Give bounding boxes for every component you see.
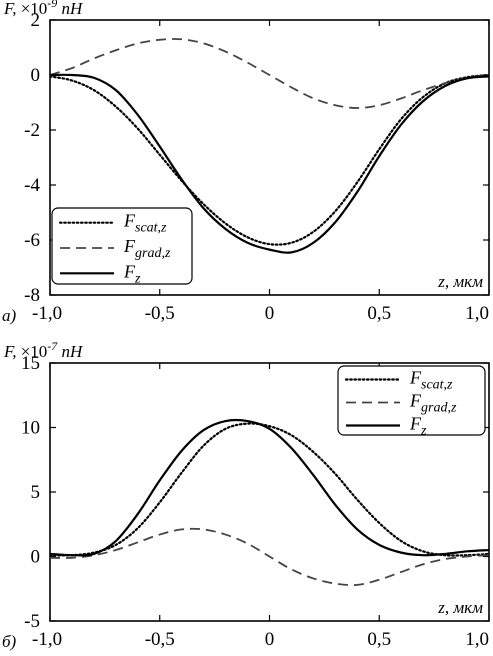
y-axis-label-unit: nH: [57, 342, 84, 361]
x-tick-label: -0,5: [145, 629, 175, 650]
legend-label-main: F: [123, 236, 136, 256]
y-axis-label-prefix: F,: [3, 0, 21, 18]
panel-label: a): [2, 306, 17, 325]
legend-label: Fscat,z: [123, 211, 167, 236]
legend-label-sub: z: [420, 424, 427, 439]
x-tick-label: -1,0: [32, 629, 62, 650]
legend-label: Fgrad,z: [409, 391, 457, 416]
legend-label-main: F: [123, 211, 136, 231]
y-axis-label-exponent: -9: [47, 0, 57, 10]
y-tick-label: 15: [21, 353, 40, 374]
legend-box: [337, 365, 486, 436]
y-axis-label-scale: ×10: [21, 342, 48, 361]
legend-label: Fz: [123, 261, 141, 286]
legend-label-sub: z: [134, 271, 141, 286]
y-tick-label: 0: [31, 65, 41, 86]
legend-label-main: F: [123, 261, 136, 281]
y-tick-label: -2: [24, 120, 40, 141]
legend-label: Fz: [409, 414, 427, 439]
y-tick-label: -6: [24, 230, 40, 251]
panel-label: б): [2, 632, 17, 651]
legend-label: Fscat,z: [409, 368, 453, 393]
y-axis-label-prefix: F,: [3, 342, 21, 361]
y-axis-label-unit: nH: [57, 0, 84, 18]
series-line-grad-z: [50, 38, 489, 109]
legend-label: Fgrad,z: [123, 236, 171, 261]
legend-label-sub: grad,z: [421, 401, 457, 416]
x-tick-label: 1,0: [465, 629, 489, 650]
y-axis-label-scale: ×10: [21, 0, 48, 18]
y-tick-label: 0: [31, 547, 41, 568]
legend-label-main: F: [409, 391, 422, 411]
y-axis-label: F, ×10-9 nH: [3, 0, 84, 18]
legend-label-main: F: [409, 368, 422, 388]
x-tick-label: 0: [265, 303, 275, 324]
y-axis-label-exponent: -7: [47, 339, 58, 353]
legend-label-sub: scat,z: [135, 221, 167, 236]
y-tick-label: 10: [21, 418, 40, 439]
series-line-scat-z: [50, 73, 489, 246]
x-tick-label: 0,5: [367, 303, 391, 324]
legend-box: [51, 207, 193, 285]
series-line-z: [50, 73, 489, 254]
legend-label-main: F: [409, 414, 422, 434]
legend-label-sub: scat,z: [421, 378, 453, 393]
x-tick-label: 0,5: [367, 629, 391, 650]
chart-panel-b: -5 0 5 10 15 -1,0 -0,5 0 0,5 1,0 F, ×10-7 nH z, мкм…: [2, 339, 490, 651]
series-line-grad-z: [50, 527, 489, 586]
x-tick-label: 0: [265, 629, 275, 650]
y-axis-label: F, ×10-7 nH: [3, 339, 84, 361]
y-tick-label: -8: [24, 285, 40, 306]
x-axis-label: z, мкм: [437, 272, 483, 291]
x-tick-label: -0,5: [145, 303, 175, 324]
series-line-scat-z: [50, 422, 489, 557]
y-tick-label: -5: [24, 611, 40, 632]
x-axis-label: z, мкм: [437, 598, 483, 617]
y-tick-label: 2: [31, 10, 41, 31]
y-tick-label: -4: [24, 175, 40, 196]
x-tick-label: -1,0: [32, 303, 62, 324]
x-tick-label: 1,0: [465, 303, 489, 324]
y-tick-label: 5: [31, 482, 41, 503]
legend-label-sub: grad,z: [135, 246, 171, 261]
chart-panel-a: -8 -6 -4 -2 0 2 -1,0 -0,5 0 0,5 1,0 F, ×10-9 nH z, м…: [2, 0, 490, 325]
series-line-z: [50, 418, 489, 557]
